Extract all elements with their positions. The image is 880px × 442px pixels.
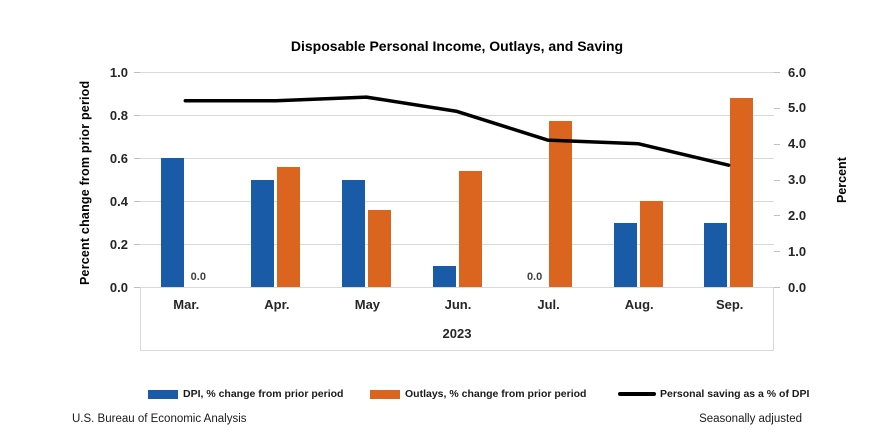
right-axis-tick-label: 4.0 xyxy=(788,136,807,152)
gridline xyxy=(140,201,774,202)
legend-label: DPI, % change from prior period xyxy=(183,388,344,400)
right-axis-tick xyxy=(774,72,780,73)
bar-dpi-jun xyxy=(432,265,456,287)
bar-outlays-aug xyxy=(639,201,663,287)
right-axis-tick xyxy=(774,143,780,145)
right-axis-tick-label: 6.0 xyxy=(788,64,807,80)
bar-outlays-jun xyxy=(458,170,482,287)
x-axis-category-label: Aug. xyxy=(624,297,654,312)
right-axis-tick-label: 3.0 xyxy=(788,172,807,187)
bar-dpi-apr xyxy=(251,179,275,287)
bar-outlays-jul xyxy=(549,121,573,287)
bar-outlays-apr xyxy=(277,166,301,287)
left-axis-tick-label: 0.0 xyxy=(109,279,128,295)
right-axis-tick-label: 5.0 xyxy=(788,100,807,116)
zero-data-label: 0.0 xyxy=(526,271,543,283)
x-axis-category-label: Jul. xyxy=(537,297,560,312)
gridline xyxy=(140,72,774,73)
left-axis-tick-label: 1.0 xyxy=(109,64,128,80)
left-axis-tick xyxy=(134,115,140,116)
right-axis-tick xyxy=(774,107,780,109)
left-axis-tick-label: 0.8 xyxy=(109,107,128,123)
left-axis-tick xyxy=(134,287,140,288)
gridline xyxy=(140,244,774,245)
source-note: U.S. Bureau of Economic Analysis xyxy=(72,413,247,425)
right-axis-tick-label: 1.0 xyxy=(788,243,807,259)
bar-dpi-aug xyxy=(613,222,637,287)
bar-dpi-sep xyxy=(704,222,728,287)
left-axis-tick xyxy=(134,201,140,202)
saving-rate-line xyxy=(183,95,731,167)
x-axis-category-label: Jun. xyxy=(444,297,472,312)
legend-line-icon xyxy=(618,392,656,396)
left-axis-tick xyxy=(134,244,140,245)
left-axis-tick-label: 0.6 xyxy=(109,150,128,166)
x-axis-category-label: Mar. xyxy=(173,297,200,312)
plot-area: 0.0 0.0 xyxy=(140,72,774,288)
gridline xyxy=(140,115,774,116)
right-axis-tick xyxy=(774,215,780,217)
right-axis-tick xyxy=(774,251,780,253)
bar-dpi-mar xyxy=(160,158,184,287)
left-axis-tick xyxy=(134,72,140,73)
legend-label: Outlays, % change from prior period xyxy=(405,388,587,400)
left-axis-title: Percent change from prior period xyxy=(78,80,92,286)
right-axis-tick xyxy=(774,179,780,181)
x-axis-category-label: May xyxy=(354,297,381,312)
adjustment-note: Seasonally adjusted xyxy=(699,413,802,425)
left-axis-tick xyxy=(134,158,140,159)
legend-item-saving: Personal saving as a % of DPI xyxy=(618,386,809,402)
right-axis-tick-label: 2.0 xyxy=(788,207,807,223)
right-axis-tick xyxy=(774,287,780,288)
legend-item-outlays: Outlays, % change from prior period xyxy=(370,386,586,402)
x-axis-category-label: Apr. xyxy=(264,297,290,312)
zero-data-label: 0.0 xyxy=(190,271,206,283)
x-axis-category-label: Sep. xyxy=(715,297,744,312)
bar-outlays-may xyxy=(367,209,391,287)
legend-item-dpi: DPI, % change from prior period xyxy=(148,386,343,402)
legend: DPI, % change from prior period Outlays, … xyxy=(0,386,880,404)
legend-swatch-icon xyxy=(148,389,178,399)
right-axis-title: Percent xyxy=(835,157,849,203)
right-axis-tick-label: 0.0 xyxy=(788,279,807,295)
legend-swatch-icon xyxy=(370,389,400,399)
gridline xyxy=(140,158,774,159)
category-axis-box: 2023 Mar. Apr. May Jun. Jul. Aug. Sep. xyxy=(140,287,774,351)
bar-dpi-may xyxy=(341,179,365,287)
legend-label: Personal saving as a % of DPI xyxy=(660,388,810,400)
left-axis-tick-label: 0.2 xyxy=(109,236,128,252)
bar-outlays-sep xyxy=(730,97,754,287)
x-axis-year-label: 2023 xyxy=(442,326,472,341)
left-axis-tick-label: 0.4 xyxy=(109,193,128,209)
chart-title: Disposable Personal Income, Outlays, and… xyxy=(290,38,624,54)
